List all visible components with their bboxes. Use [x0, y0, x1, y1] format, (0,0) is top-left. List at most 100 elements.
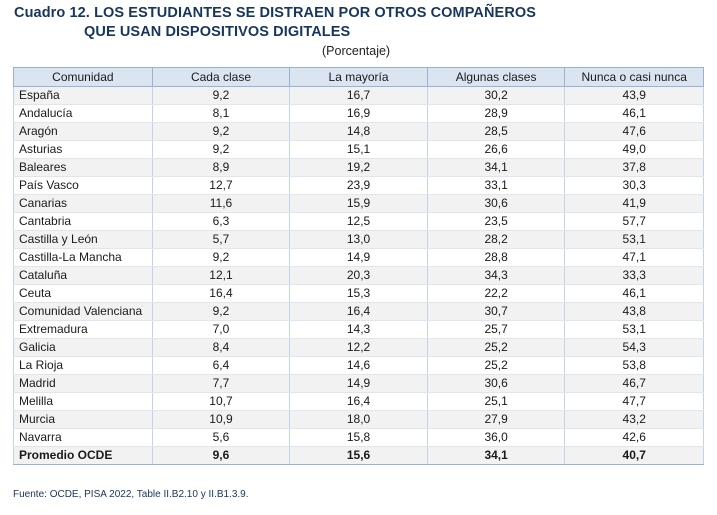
value-cell: 18,0	[289, 410, 428, 429]
table-row: Castilla y León 5,7 13,0 28,2 53,1	[13, 230, 704, 249]
region-cell: Melilla	[13, 392, 153, 411]
value-cell: 25,1	[426, 392, 566, 411]
region-cell: Andalucía	[13, 104, 153, 123]
value-cell: 12,7	[151, 176, 291, 195]
value-cell: 40,7	[564, 446, 704, 465]
table-row: La Rioja 6,4 14,6 25,2 53,8	[13, 356, 704, 375]
table-row: Cantabria 6,3 12,5 23,5 57,7	[13, 212, 704, 231]
value-cell: 10,7	[151, 392, 291, 411]
value-cell: 33,3	[564, 266, 704, 285]
column-header: Comunidad	[13, 67, 153, 87]
value-cell: 9,2	[151, 302, 291, 321]
value-cell: 14,9	[289, 248, 428, 267]
value-cell: 54,3	[564, 338, 704, 357]
value-cell: 23,9	[289, 176, 428, 195]
source-note: Fuente: OCDE, PISA 2022, Table II.B2.10 …	[13, 489, 249, 500]
value-cell: 6,3	[151, 212, 291, 231]
value-cell: 33,1	[426, 176, 566, 195]
region-cell: Extremadura	[13, 320, 153, 339]
region-cell: Promedio OCDE	[13, 446, 153, 465]
region-cell: Aragón	[13, 122, 153, 141]
value-cell: 25,2	[426, 356, 566, 375]
value-cell: 37,8	[564, 158, 704, 177]
value-cell: 42,6	[564, 428, 704, 447]
value-cell: 16,9	[289, 104, 428, 123]
value-cell: 15,3	[289, 284, 428, 303]
value-cell: 34,1	[426, 446, 566, 465]
value-cell: 14,6	[289, 356, 428, 375]
value-cell: 5,7	[151, 230, 291, 249]
value-cell: 36,0	[426, 428, 566, 447]
value-cell: 15,6	[289, 446, 428, 465]
value-cell: 14,9	[289, 374, 428, 393]
region-cell: Cantabria	[13, 212, 153, 231]
column-header: Nunca o casi nunca	[564, 67, 704, 87]
region-cell: Madrid	[13, 374, 153, 393]
region-cell: País Vasco	[13, 176, 153, 195]
value-cell: 16,4	[289, 302, 428, 321]
region-cell: Galicia	[13, 338, 153, 357]
column-header: La mayoría	[289, 67, 428, 87]
column-header: Cada clase	[151, 67, 291, 87]
value-cell: 47,6	[564, 122, 704, 141]
value-cell: 15,1	[289, 140, 428, 159]
value-cell: 9,2	[151, 122, 291, 141]
value-cell: 7,7	[151, 374, 291, 393]
table-title-line1: Cuadro 12. LOS ESTUDIANTES SE DISTRAEN P…	[14, 5, 537, 21]
value-cell: 5,6	[151, 428, 291, 447]
table-row: Comunidad Valenciana 9,2 16,4 30,7 43,8	[13, 302, 704, 321]
region-cell: Canarias	[13, 194, 153, 213]
table-row: Castilla-La Mancha 9,2 14,9 28,8 47,1	[13, 248, 704, 267]
value-cell: 28,9	[426, 104, 566, 123]
table-row: Asturias 9,2 15,1 26,6 49,0	[13, 140, 704, 159]
value-cell: 6,4	[151, 356, 291, 375]
table-title-line2: QUE USAN DISPOSITIVOS DIGITALES	[84, 24, 351, 40]
value-cell: 43,8	[564, 302, 704, 321]
header-row: Comunidad Cada clase La mayoría Algunas cla…	[13, 67, 704, 87]
value-cell: 13,0	[289, 230, 428, 249]
table-row: Andalucía 8,1 16,9 28,9 46,1	[13, 104, 704, 123]
region-cell: Castilla-La Mancha	[13, 248, 153, 267]
table-row: Navarra 5,6 15,8 36,0 42,6	[13, 428, 704, 447]
value-cell: 30,6	[426, 194, 566, 213]
value-cell: 10,9	[151, 410, 291, 429]
value-cell: 9,2	[151, 140, 291, 159]
value-cell: 43,2	[564, 410, 704, 429]
value-cell: 41,9	[564, 194, 704, 213]
value-cell: 30,3	[564, 176, 704, 195]
table-row: Aragón 9,2 14,8 28,5 47,6	[13, 122, 704, 141]
value-cell: 16,4	[151, 284, 291, 303]
value-cell: 7,0	[151, 320, 291, 339]
value-cell: 8,9	[151, 158, 291, 177]
table-row: Ceuta 16,4 15,3 22,2 46,1	[13, 284, 704, 303]
value-cell: 14,8	[289, 122, 428, 141]
value-cell: 16,7	[289, 86, 428, 105]
table-row: Melilla 10,7 16,4 25,1 47,7	[13, 392, 704, 411]
value-cell: 15,8	[289, 428, 428, 447]
value-cell: 46,1	[564, 104, 704, 123]
value-cell: 47,7	[564, 392, 704, 411]
table-row: Extremadura 7,0 14,3 25,7 53,1	[13, 320, 704, 339]
value-cell: 9,6	[151, 446, 291, 465]
value-cell: 9,2	[151, 248, 291, 267]
value-cell: 25,7	[426, 320, 566, 339]
value-cell: 49,0	[564, 140, 704, 159]
value-cell: 30,6	[426, 374, 566, 393]
table-row: Galicia 8,4 12,2 25,2 54,3	[13, 338, 704, 357]
value-cell: 12,2	[289, 338, 428, 357]
table-row: País Vasco 12,7 23,9 33,1 30,3	[13, 176, 704, 195]
region-cell: Ceuta	[13, 284, 153, 303]
value-cell: 46,1	[564, 284, 704, 303]
region-cell: Castilla y León	[13, 230, 153, 249]
region-cell: La Rioja	[13, 356, 153, 375]
table-title: Cuadro 12. LOS ESTUDIANTES SE DISTRAEN P…	[14, 4, 536, 42]
region-cell: Murcia	[13, 410, 153, 429]
column-header: Algunas clases	[426, 67, 566, 87]
value-cell: 53,8	[564, 356, 704, 375]
table-subtitle: (Porcentaje)	[322, 44, 391, 58]
region-cell: Baleares	[13, 158, 153, 177]
value-cell: 57,7	[564, 212, 704, 231]
value-cell: 43,9	[564, 86, 704, 105]
data-table: Comunidad Cada clase La mayoría Algunas cla…	[13, 67, 704, 465]
table-row: Murcia 10,9 18,0 27,9 43,2	[13, 410, 704, 429]
